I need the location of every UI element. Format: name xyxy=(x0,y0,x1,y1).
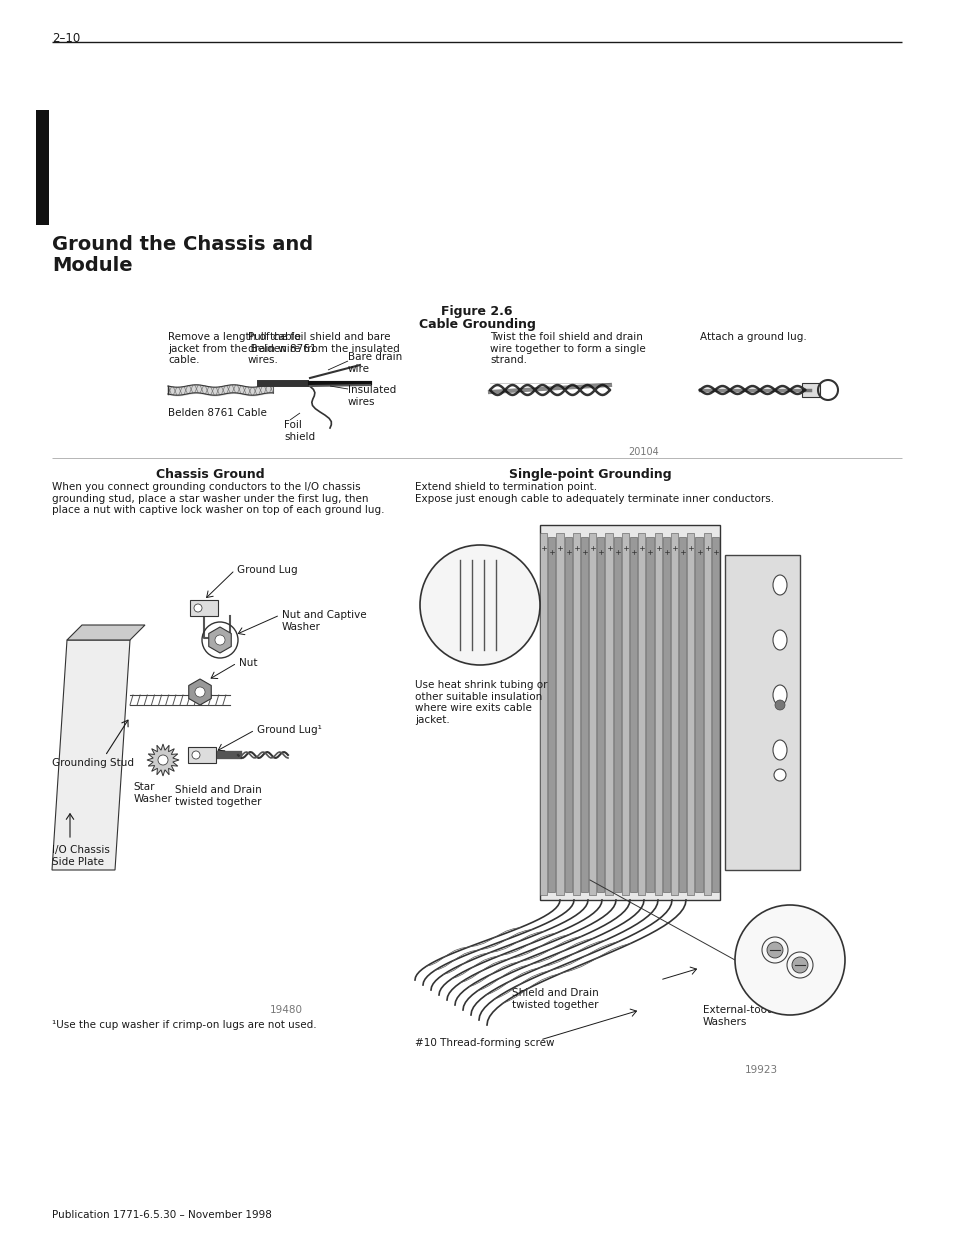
Text: 19923: 19923 xyxy=(744,1065,778,1074)
Polygon shape xyxy=(189,679,211,705)
Bar xyxy=(646,537,653,892)
Bar xyxy=(724,555,800,869)
Bar xyxy=(572,534,579,895)
Bar xyxy=(662,537,669,892)
Text: Cable Grounding: Cable Grounding xyxy=(418,317,535,331)
Bar xyxy=(621,534,628,895)
Bar xyxy=(703,534,710,895)
Bar xyxy=(670,534,678,895)
Text: ¹Use the cup washer if crimp-on lugs are not used.: ¹Use the cup washer if crimp-on lugs are… xyxy=(52,1020,316,1030)
Text: Pull the foil shield and bare
drain wire from the insulated
wires.: Pull the foil shield and bare drain wire… xyxy=(248,332,399,366)
Text: Module: Module xyxy=(52,256,132,275)
Text: Shield and Drain
twisted together: Shield and Drain twisted together xyxy=(174,785,261,806)
Bar xyxy=(539,525,720,900)
Text: Belden 8761 Cable: Belden 8761 Cable xyxy=(168,408,267,417)
Text: Use heat shrink tubing or
other suitable insulation
where wire exits cable
jacke: Use heat shrink tubing or other suitable… xyxy=(415,680,547,725)
Bar xyxy=(801,383,820,396)
Text: Ground Lug¹: Ground Lug¹ xyxy=(256,725,321,735)
Text: Nut: Nut xyxy=(239,658,257,668)
Bar xyxy=(188,747,215,763)
Polygon shape xyxy=(52,640,130,869)
Text: I/O Chassis
Side Plate: I/O Chassis Side Plate xyxy=(52,845,110,867)
Text: Bare drain
wire: Bare drain wire xyxy=(348,352,402,374)
Circle shape xyxy=(419,545,539,664)
Text: Grounding Stud: Grounding Stud xyxy=(52,758,133,768)
Circle shape xyxy=(791,957,807,973)
Text: Twist the foil shield and drain
wire together to form a single
strand.: Twist the foil shield and drain wire tog… xyxy=(490,332,645,366)
Bar xyxy=(695,537,702,892)
Polygon shape xyxy=(67,625,145,640)
Bar xyxy=(539,534,547,895)
Bar xyxy=(686,534,694,895)
Ellipse shape xyxy=(772,685,786,705)
Circle shape xyxy=(773,769,785,781)
Bar xyxy=(548,537,555,892)
Ellipse shape xyxy=(772,740,786,760)
Text: Figure 2.6: Figure 2.6 xyxy=(441,305,512,317)
Text: Remove a length of cable
jacket from the Belden 8761
cable.: Remove a length of cable jacket from the… xyxy=(168,332,316,366)
Bar xyxy=(605,534,612,895)
Text: Star
Washer: Star Washer xyxy=(133,782,172,804)
Circle shape xyxy=(214,635,225,645)
Circle shape xyxy=(192,751,200,760)
Bar xyxy=(597,537,604,892)
Text: Insulated
wires: Insulated wires xyxy=(348,385,395,406)
Text: 20104: 20104 xyxy=(627,447,659,457)
Text: Foil
shield: Foil shield xyxy=(284,420,314,442)
Circle shape xyxy=(194,687,205,697)
Circle shape xyxy=(766,942,782,958)
Text: Chassis Ground: Chassis Ground xyxy=(155,468,264,480)
Polygon shape xyxy=(147,743,179,776)
Text: Nut and Captive
Washer: Nut and Captive Washer xyxy=(282,610,366,631)
Text: Shield and Drain
twisted together: Shield and Drain twisted together xyxy=(511,988,598,1009)
Bar xyxy=(556,534,563,895)
Bar xyxy=(613,537,620,892)
Bar xyxy=(638,534,644,895)
Ellipse shape xyxy=(772,630,786,650)
Bar xyxy=(654,534,661,895)
Circle shape xyxy=(193,604,202,613)
Text: Ground the Chassis and: Ground the Chassis and xyxy=(52,235,313,254)
Text: External-tooth
Washers: External-tooth Washers xyxy=(702,1005,777,1026)
Text: Expose just enough cable to adequately terminate inner conductors.: Expose just enough cable to adequately t… xyxy=(415,494,773,504)
Text: Ground Lug: Ground Lug xyxy=(236,564,297,576)
Polygon shape xyxy=(209,627,231,653)
Text: #10 Thread-forming screw: #10 Thread-forming screw xyxy=(415,1037,554,1049)
Circle shape xyxy=(734,905,844,1015)
Text: Publication 1771-6.5.30 – November 1998: Publication 1771-6.5.30 – November 1998 xyxy=(52,1210,272,1220)
Bar xyxy=(564,537,571,892)
Text: 19480: 19480 xyxy=(270,1005,303,1015)
Text: When you connect grounding conductors to the I/O chassis
grounding stud, place a: When you connect grounding conductors to… xyxy=(52,482,384,515)
Bar xyxy=(588,534,596,895)
Text: Extend shield to termination point.: Extend shield to termination point. xyxy=(415,482,597,492)
Circle shape xyxy=(774,700,784,710)
Ellipse shape xyxy=(772,576,786,595)
Bar xyxy=(580,537,587,892)
Bar xyxy=(711,537,719,892)
Text: Attach a ground lug.: Attach a ground lug. xyxy=(700,332,806,342)
Circle shape xyxy=(158,755,168,764)
Text: 2–10: 2–10 xyxy=(52,32,80,44)
Bar xyxy=(629,537,637,892)
Bar xyxy=(679,537,685,892)
Bar xyxy=(190,600,218,616)
Bar xyxy=(36,110,49,225)
Text: Single-point Grounding: Single-point Grounding xyxy=(508,468,671,480)
